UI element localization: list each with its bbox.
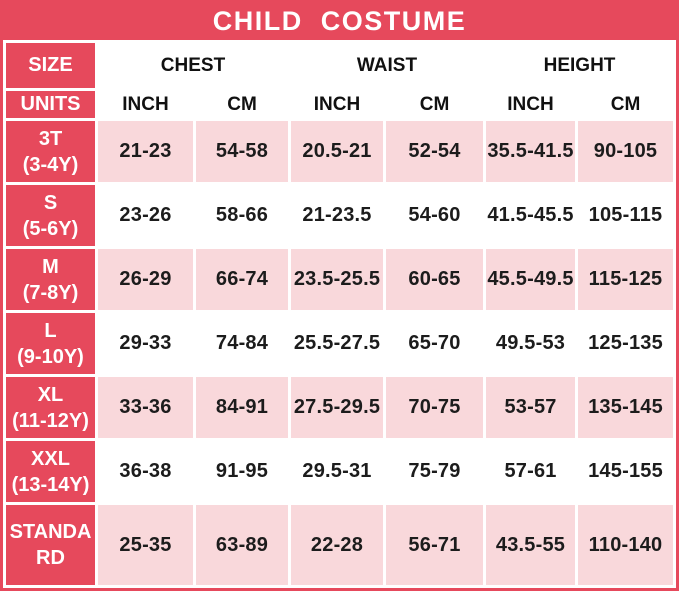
unit-header-height-inch: INCH <box>486 91 576 118</box>
size-label: XXL <box>31 447 70 470</box>
measurement-cell: 29.5-31 <box>291 441 383 502</box>
size-label: STANDA <box>9 521 92 543</box>
measurement-cell: 23-26 <box>98 185 193 246</box>
measurement-cell: 74-84 <box>196 313 288 374</box>
measurement-cell: 84-91 <box>196 377 288 438</box>
measurement-cell: 41.5-45.5 <box>486 185 576 246</box>
measurement-cell: 26-29 <box>98 249 193 310</box>
size-label: M <box>42 255 59 278</box>
measurement-cell: 70-75 <box>386 377 484 438</box>
size-cell: 3T (3-4Y) <box>6 121 95 182</box>
measurement-cell: 115-125 <box>578 249 674 310</box>
measurement-cell: 56-71 <box>386 505 484 585</box>
size-label: XL <box>37 383 64 406</box>
measurement-cell: 35.5-41.5 <box>486 121 576 182</box>
measurement-cell: 63-89 <box>196 505 288 585</box>
size-age-label: (5-6Y) <box>22 217 79 240</box>
measurement-cell: 45.5-49.5 <box>486 249 576 310</box>
size-age-label: (3-4Y) <box>22 153 79 176</box>
size-header-cell: SIZE <box>6 43 95 88</box>
unit-header-height-cm: CM <box>578 91 674 118</box>
size-age-label: (11-12Y) <box>12 409 89 432</box>
group-header-height: HEIGHT <box>486 43 674 88</box>
size-label-wrap: RD <box>36 547 65 569</box>
measurement-cell: 54-60 <box>386 185 484 246</box>
unit-header-waist-inch: INCH <box>291 91 383 118</box>
table-row-s: S (5-6Y) 23-26 58-66 21-23.5 54-60 41.5-… <box>6 185 674 246</box>
measurement-cell: 65-70 <box>386 313 484 374</box>
size-table: SIZE CHEST WAIST HEIGHT UNITS INCH CM IN… <box>3 40 676 588</box>
table-row-l: L (9-10Y) 29-33 74-84 25.5-27.5 65-70 49… <box>6 313 674 374</box>
measurement-cell: 60-65 <box>386 249 484 310</box>
size-cell: L (9-10Y) <box>6 313 95 374</box>
units-header-cell: UNITS <box>6 91 95 118</box>
size-age-label: (9-10Y) <box>17 345 84 368</box>
measurement-cell: 21-23.5 <box>291 185 383 246</box>
measurement-cell: 58-66 <box>196 185 288 246</box>
size-label: L <box>44 319 57 342</box>
table-row-3t: 3T (3-4Y) 21-23 54-58 20.5-21 52-54 35.5… <box>6 121 674 182</box>
measurement-cell: 91-95 <box>196 441 288 502</box>
unit-header-waist-cm: CM <box>386 91 484 118</box>
measurement-cell: 75-79 <box>386 441 484 502</box>
size-label: 3T <box>38 127 63 150</box>
measurement-cell: 54-58 <box>196 121 288 182</box>
measurement-cell: 53-57 <box>486 377 576 438</box>
size-cell: STANDA RD <box>6 505 95 585</box>
measurement-cell: 125-135 <box>578 313 674 374</box>
measurement-cell: 105-115 <box>578 185 674 246</box>
measurement-cell: 66-74 <box>196 249 288 310</box>
measurement-cell: 22-28 <box>291 505 383 585</box>
measurement-cell: 25.5-27.5 <box>291 313 383 374</box>
unit-header-chest-cm: CM <box>196 91 288 118</box>
group-header-row: SIZE CHEST WAIST HEIGHT <box>6 43 674 88</box>
measurement-cell: 145-155 <box>578 441 674 502</box>
group-header-waist: WAIST <box>291 43 484 88</box>
measurement-cell: 135-145 <box>578 377 674 438</box>
measurement-cell: 43.5-55 <box>486 505 576 585</box>
group-header-chest: CHEST <box>98 43 288 88</box>
size-age-label: (7-8Y) <box>22 281 79 304</box>
size-cell: M (7-8Y) <box>6 249 95 310</box>
measurement-cell: 29-33 <box>98 313 193 374</box>
measurement-cell: 90-105 <box>578 121 674 182</box>
measurement-cell: 110-140 <box>578 505 674 585</box>
measurement-cell: 33-36 <box>98 377 193 438</box>
measurement-cell: 23.5-25.5 <box>291 249 383 310</box>
table-row-m: M (7-8Y) 26-29 66-74 23.5-25.5 60-65 45.… <box>6 249 674 310</box>
units-header-row: UNITS INCH CM INCH CM INCH CM <box>6 91 674 118</box>
measurement-cell: 49.5-53 <box>486 313 576 374</box>
table-row-xxl: XXL (13-14Y) 36-38 91-95 29.5-31 75-79 5… <box>6 441 674 502</box>
measurement-cell: 20.5-21 <box>291 121 383 182</box>
table-row-standard: STANDA RD 25-35 63-89 22-28 56-71 43.5-5… <box>6 505 674 585</box>
measurement-cell: 21-23 <box>98 121 193 182</box>
measurement-cell: 27.5-29.5 <box>291 377 383 438</box>
table-row-xl: XL (11-12Y) 33-36 84-91 27.5-29.5 70-75 … <box>6 377 674 438</box>
unit-header-chest-inch: INCH <box>98 91 193 118</box>
size-cell: XXL (13-14Y) <box>6 441 95 502</box>
size-label: S <box>43 191 58 214</box>
size-age-label: (13-14Y) <box>11 473 90 496</box>
measurement-cell: 57-61 <box>486 441 576 502</box>
measurement-cell: 25-35 <box>98 505 193 585</box>
measurement-cell: 52-54 <box>386 121 484 182</box>
size-cell: XL (11-12Y) <box>6 377 95 438</box>
size-cell: S (5-6Y) <box>6 185 95 246</box>
chart-title: CHILD COSTUME <box>3 3 676 40</box>
measurement-cell: 36-38 <box>98 441 193 502</box>
